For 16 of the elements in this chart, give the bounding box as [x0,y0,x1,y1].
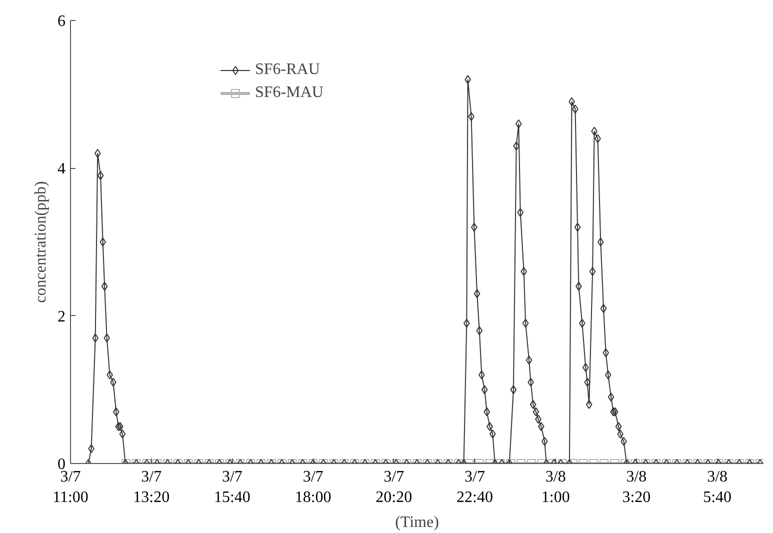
x-tick-label: 3/7 11:00 [52,468,88,506]
x-axis-title: (Time) [395,514,439,531]
x-tick-label: 3/8 3:20 [622,468,651,506]
y-tick-label: 2 [58,308,66,326]
x-tick-label: 3/7 15:40 [214,468,250,506]
x-tick-label: 3/7 22:40 [456,468,493,506]
legend-label: SF6-RAU [255,61,320,79]
legend-label: SF6-MAU [255,84,324,102]
y-tick-label: 4 [58,160,66,178]
x-tick-label: 3/7 20:20 [376,468,412,506]
x-tick-label: 3/7 18:00 [294,468,332,506]
y-tick-label: 6 [58,13,66,30]
x-tick-label: 3/7 13:20 [133,468,170,506]
y-axis-title: concentration(ppb) [32,181,50,303]
x-tick-label: 3/8 1:00 [541,468,570,506]
x-tick-label: 3/8 5:40 [703,468,732,506]
